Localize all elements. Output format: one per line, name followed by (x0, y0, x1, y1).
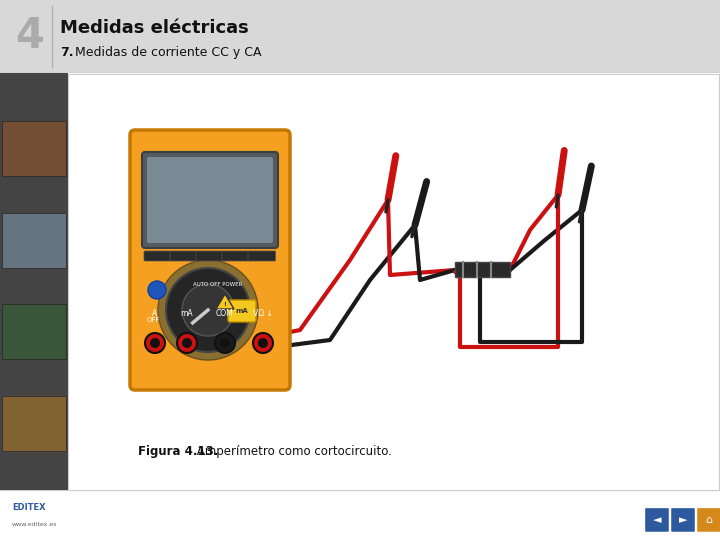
Text: 7.: 7. (60, 46, 73, 59)
Circle shape (220, 338, 230, 348)
Circle shape (182, 338, 192, 348)
Circle shape (148, 281, 166, 299)
FancyBboxPatch shape (130, 130, 290, 390)
FancyBboxPatch shape (142, 152, 278, 248)
Bar (0, 73, 720, 490)
Text: mA: mA (235, 308, 248, 314)
Text: 4: 4 (16, 16, 45, 57)
Text: AUTO OFF POWER: AUTO OFF POWER (193, 282, 243, 287)
Bar (2, 213, 66, 268)
FancyBboxPatch shape (144, 251, 171, 261)
Text: !: ! (224, 301, 226, 307)
FancyBboxPatch shape (644, 508, 670, 532)
FancyBboxPatch shape (248, 251, 276, 261)
Circle shape (215, 333, 235, 353)
Text: A: A (153, 309, 158, 319)
FancyBboxPatch shape (228, 300, 256, 322)
Circle shape (166, 268, 250, 352)
FancyBboxPatch shape (147, 157, 273, 243)
Bar (0, 73, 68, 490)
Bar (2, 305, 66, 359)
Text: ⌂: ⌂ (706, 515, 713, 525)
Text: EDITEX: EDITEX (12, 503, 45, 512)
Text: COM: COM (216, 309, 234, 319)
Bar (455, 262, 510, 277)
Text: mA: mA (181, 309, 193, 319)
Bar (2, 121, 66, 176)
Bar (68, 74, 719, 490)
Polygon shape (216, 294, 234, 309)
FancyBboxPatch shape (196, 251, 224, 261)
Text: OFF: OFF (146, 317, 160, 323)
Circle shape (150, 338, 160, 348)
Text: VΩ ↓: VΩ ↓ (253, 309, 273, 319)
Text: Medidas eléctricas: Medidas eléctricas (60, 19, 248, 37)
Circle shape (253, 333, 273, 353)
FancyBboxPatch shape (670, 508, 696, 532)
Circle shape (258, 338, 268, 348)
FancyBboxPatch shape (696, 508, 720, 532)
Circle shape (177, 333, 197, 353)
Text: ►: ► (679, 515, 688, 525)
Circle shape (158, 260, 258, 360)
Bar (2, 396, 66, 451)
Text: www.editex.es: www.editex.es (12, 522, 58, 528)
Text: ◄: ◄ (653, 515, 661, 525)
Bar (68, 73, 720, 490)
Circle shape (182, 284, 234, 336)
Bar (0, 0, 720, 73)
Bar (0, 490, 720, 540)
Circle shape (145, 333, 165, 353)
Text: Figura 4.13.: Figura 4.13. (138, 446, 218, 458)
FancyBboxPatch shape (222, 251, 250, 261)
Text: Medidas de corriente CC y CA: Medidas de corriente CC y CA (71, 46, 261, 59)
FancyBboxPatch shape (170, 251, 197, 261)
Text: Amperímetro como cortocircuito.: Amperímetro como cortocircuito. (193, 446, 392, 458)
